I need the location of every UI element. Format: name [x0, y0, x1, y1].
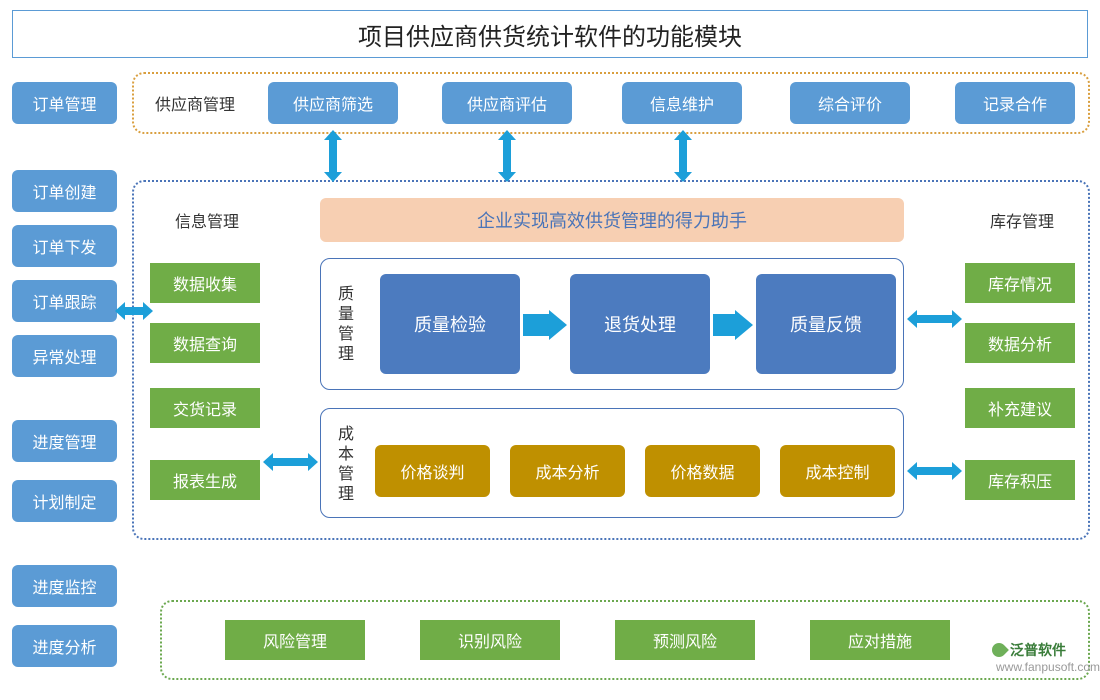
supplier-overall: 综合评价 — [790, 82, 910, 124]
stock-suggest: 补充建议 — [965, 388, 1075, 428]
quality-label: 质量管理 — [332, 275, 354, 375]
logo: 泛普软件 — [992, 640, 1066, 660]
arrow-supplier-3 — [674, 130, 692, 182]
info-collect: 数据收集 — [150, 263, 260, 303]
risk-predict: 预测风险 — [615, 620, 755, 660]
stock-label: 库存管理 — [967, 205, 1077, 235]
quality-return: 退货处理 — [570, 274, 710, 374]
progress-mgmt: 进度管理 — [12, 420, 117, 462]
supplier-label: 供应商管理 — [140, 82, 250, 124]
order-track: 订单跟踪 — [12, 280, 117, 322]
arrow-q2-q3 — [713, 310, 753, 340]
cost-control: 成本控制 — [780, 445, 895, 497]
banner: 企业实现高效供货管理的得力助手 — [320, 198, 904, 242]
risk-mgmt: 风险管理 — [225, 620, 365, 660]
cost-label: 成本管理 — [332, 420, 354, 510]
info-query: 数据查询 — [150, 323, 260, 363]
stock-status: 库存情况 — [965, 263, 1075, 303]
info-delivery: 交货记录 — [150, 388, 260, 428]
order-exception: 异常处理 — [12, 335, 117, 377]
title-text: 项目供应商供货统计软件的功能模块 — [358, 17, 742, 52]
risk-identify: 识别风险 — [420, 620, 560, 660]
supplier-evaluate: 供应商评估 — [442, 82, 572, 124]
stock-analysis: 数据分析 — [965, 323, 1075, 363]
risk-respond: 应对措施 — [810, 620, 950, 660]
logo-text: 泛普软件 — [1010, 640, 1066, 660]
arrow-info-cost — [263, 453, 318, 471]
order-create: 订单创建 — [12, 170, 117, 212]
info-label: 信息管理 — [152, 205, 262, 235]
arrow-q1-q2 — [523, 310, 567, 340]
plan: 计划制定 — [12, 480, 117, 522]
info-report: 报表生成 — [150, 460, 260, 500]
arrow-left-info — [115, 302, 153, 320]
logo-url: www.fanpusoft.com — [996, 660, 1100, 674]
leaf-icon — [989, 640, 1009, 660]
arrow-supplier-1 — [324, 130, 342, 182]
order-mgmt: 订单管理 — [12, 82, 117, 124]
quality-feedback: 质量反馈 — [756, 274, 896, 374]
cost-data: 价格数据 — [645, 445, 760, 497]
progress-monitor: 进度监控 — [12, 565, 117, 607]
stock-backlog: 库存积压 — [965, 460, 1075, 500]
supplier-filter: 供应商筛选 — [268, 82, 398, 124]
arrow-supplier-2 — [498, 130, 516, 182]
supplier-maintain: 信息维护 — [622, 82, 742, 124]
page-title: 项目供应商供货统计软件的功能模块 — [12, 10, 1088, 58]
quality-inspect: 质量检验 — [380, 274, 520, 374]
arrow-quality-stock — [907, 310, 962, 328]
cost-analysis: 成本分析 — [510, 445, 625, 497]
arrow-cost-stock — [907, 462, 962, 480]
supplier-record: 记录合作 — [955, 82, 1075, 124]
order-issue: 订单下发 — [12, 225, 117, 267]
progress-analyze: 进度分析 — [12, 625, 117, 667]
cost-negotiate: 价格谈判 — [375, 445, 490, 497]
